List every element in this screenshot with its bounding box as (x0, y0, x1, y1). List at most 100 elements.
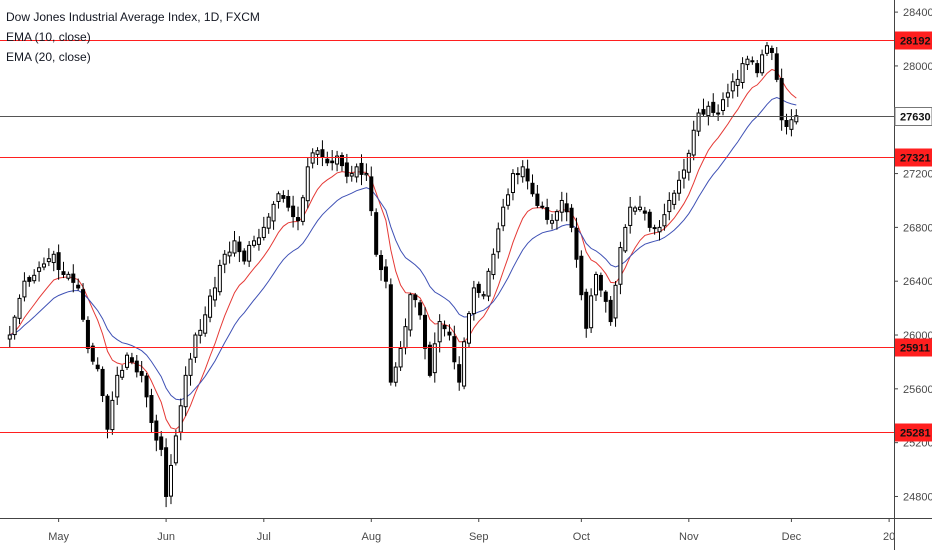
candle-body-down (330, 160, 335, 164)
candle (466, 311, 471, 348)
x-tick-label: Dec (782, 531, 802, 543)
x-tick-label: Nov (679, 531, 699, 543)
candle (545, 198, 550, 225)
x-tick-label: Jul (257, 531, 271, 543)
candle (198, 319, 203, 344)
candle (750, 56, 755, 65)
candle (584, 288, 589, 338)
candle (525, 159, 530, 190)
candle-body-up (589, 295, 594, 329)
candle (442, 320, 447, 337)
ema-20-line (9, 96, 797, 401)
candle (735, 69, 740, 97)
candle (300, 194, 305, 226)
candle (310, 148, 315, 169)
candle-body-down (525, 168, 530, 182)
x-tick-label: Oct (573, 531, 590, 543)
candle (423, 307, 428, 360)
candle-body-down (442, 324, 447, 330)
candle-body-up (178, 405, 183, 433)
candle (330, 150, 335, 171)
candle (784, 113, 789, 135)
candle-body-up (745, 58, 750, 66)
chart-title: Dow Jones Industrial Average Index, 1D, … (6, 10, 260, 24)
candle (554, 209, 559, 230)
level-label-bg (895, 148, 932, 167)
candle-body-up (667, 199, 672, 213)
candle (481, 291, 486, 300)
candle-body-down (105, 395, 110, 430)
last-price-label: 27630 (894, 107, 932, 126)
candle (608, 296, 613, 326)
candle-body-down (598, 274, 603, 291)
candle (276, 191, 281, 209)
candle-body-down (530, 182, 535, 195)
candle-body-up (51, 253, 56, 264)
ema-lines (9, 68, 797, 430)
candle-body-up (183, 374, 188, 408)
candle-body-down (139, 371, 144, 376)
level-label-text: 27321 (900, 153, 931, 165)
candle-body-down (154, 420, 159, 441)
candle-body-up (691, 129, 696, 156)
level-label-text: 28192 (900, 36, 931, 48)
candle (598, 272, 603, 297)
candle (696, 108, 701, 137)
horizontal-levels[interactable]: 28192 27321 25911 25281 27630 (0, 31, 932, 442)
candle (203, 306, 208, 337)
candle (183, 366, 188, 417)
candle (364, 163, 369, 181)
candle (501, 198, 506, 232)
x-tick-label: Sep (469, 531, 489, 543)
candles (7, 42, 799, 508)
candle (217, 259, 222, 296)
candle (159, 431, 164, 457)
x-tick-label: Jun (157, 531, 175, 543)
candle (237, 236, 242, 263)
candle (574, 217, 579, 268)
candle (388, 278, 393, 386)
candle-body-up (740, 63, 745, 83)
x-tick-label: May (48, 531, 69, 543)
candle (227, 241, 232, 264)
candle (559, 191, 564, 222)
candle-body-up (662, 214, 667, 227)
candle-body-up (364, 173, 369, 176)
candle (496, 222, 501, 259)
candle (125, 352, 130, 371)
candle-body-down (755, 63, 760, 74)
candle (564, 192, 569, 222)
candle (476, 281, 481, 298)
candle-body-down (701, 109, 706, 115)
candle-body-down (320, 149, 325, 158)
candle (320, 140, 325, 167)
candle (139, 360, 144, 383)
candle (677, 171, 682, 201)
candle (252, 235, 257, 248)
candle (242, 248, 247, 265)
candle (149, 388, 154, 434)
level-label-bg (895, 338, 932, 357)
candle-body-up (66, 273, 71, 279)
candle (530, 174, 535, 197)
candle-body-down (427, 344, 432, 376)
candle-body-down (579, 255, 584, 296)
chart-legend: Dow Jones Industrial Average Index, 1D, … (6, 7, 260, 67)
candle-body-down (100, 368, 105, 397)
candle (178, 398, 183, 441)
candle (633, 205, 638, 215)
candle (12, 314, 17, 340)
candle-body-up (120, 369, 125, 378)
candle (383, 259, 388, 289)
x-tick-label: 20 (883, 531, 895, 543)
candle (686, 149, 691, 181)
candle (173, 429, 178, 466)
candle-body-down (369, 176, 374, 212)
level-label-text: 25911 (900, 343, 930, 355)
candle (374, 208, 379, 257)
candle-body-down (90, 345, 95, 362)
candle-body-down (76, 284, 81, 289)
candle-body-up (276, 193, 281, 203)
candle (471, 280, 476, 321)
